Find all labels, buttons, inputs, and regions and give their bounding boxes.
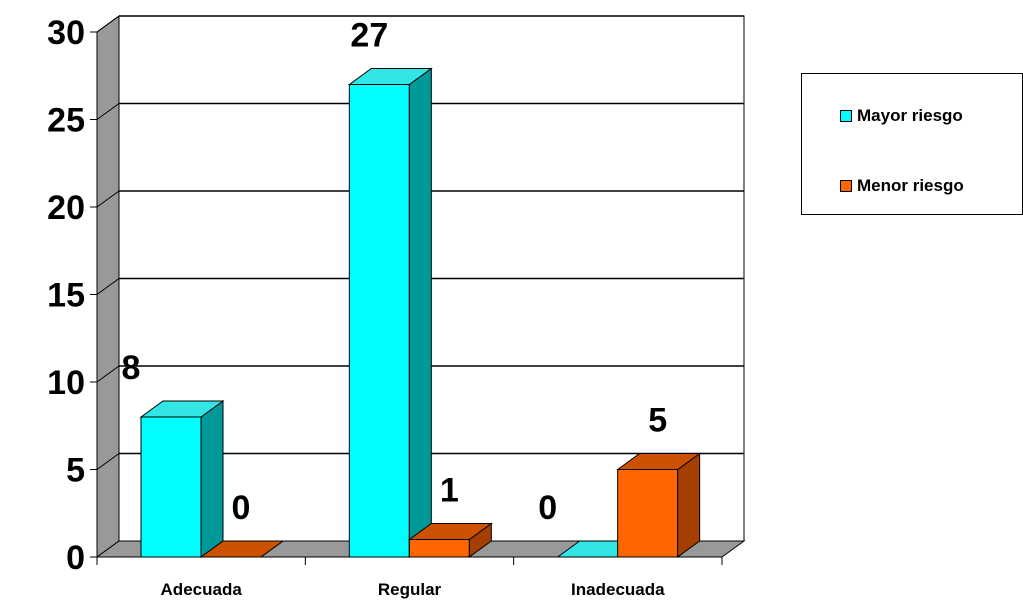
bar-mayor-riesgo [140,416,202,558]
bar-top-menor-riesgo [199,540,285,558]
legend-label-mayor-riesgo: Mayor riesgo [857,106,963,125]
bar-menor-riesgo [617,469,679,558]
y-tick-label: 0 [66,539,85,577]
gridline-side [96,453,120,470]
y-tick-label: 25 [47,102,85,140]
data-label: 0 [232,489,251,527]
y-tick-label: 20 [47,189,85,227]
bar-side-mayor-riesgo [200,400,224,558]
bar-top-menor-riesgo [616,453,702,470]
y-tick-label: 5 [66,452,85,490]
gridline-side [96,365,120,383]
bar-mayor-riesgo [348,84,410,558]
y-tick-label: 30 [47,14,85,52]
bar-side-menor-riesgo [677,452,701,558]
legend-swatch-mayor-riesgo [840,110,852,122]
legend-swatch-menor-riesgo [840,180,852,192]
gridline-side [96,103,120,120]
bar-top-mayor-riesgo [139,400,225,418]
bar-top-menor-riesgo [407,523,493,540]
data-label: 8 [122,349,141,387]
data-label: 5 [648,402,667,440]
x-tick-label: Inadecuada [571,580,665,599]
y-tick-label: 15 [47,277,85,315]
x-tick-label: Adecuada [161,580,243,599]
legend: Mayor riesgo Menor riesgo [801,73,1023,215]
data-label: 0 [538,489,557,527]
x-tick-label: Regular [378,580,442,599]
legend-label-menor-riesgo: Menor riesgo [857,176,964,195]
legend-item-menor-riesgo: Menor riesgo [840,176,964,196]
legend-item-mayor-riesgo: Mayor riesgo [840,106,963,126]
gridline-side [96,15,120,33]
gridline-side [96,190,120,208]
bar-menor-riesgo [408,539,470,558]
data-label: 1 [440,472,459,510]
gridline-side [96,278,120,295]
data-label: 27 [350,17,388,55]
y-tick-label: 10 [47,364,85,402]
bar-side-mayor-riesgo [408,67,432,558]
bar-top-mayor-riesgo [347,68,433,85]
